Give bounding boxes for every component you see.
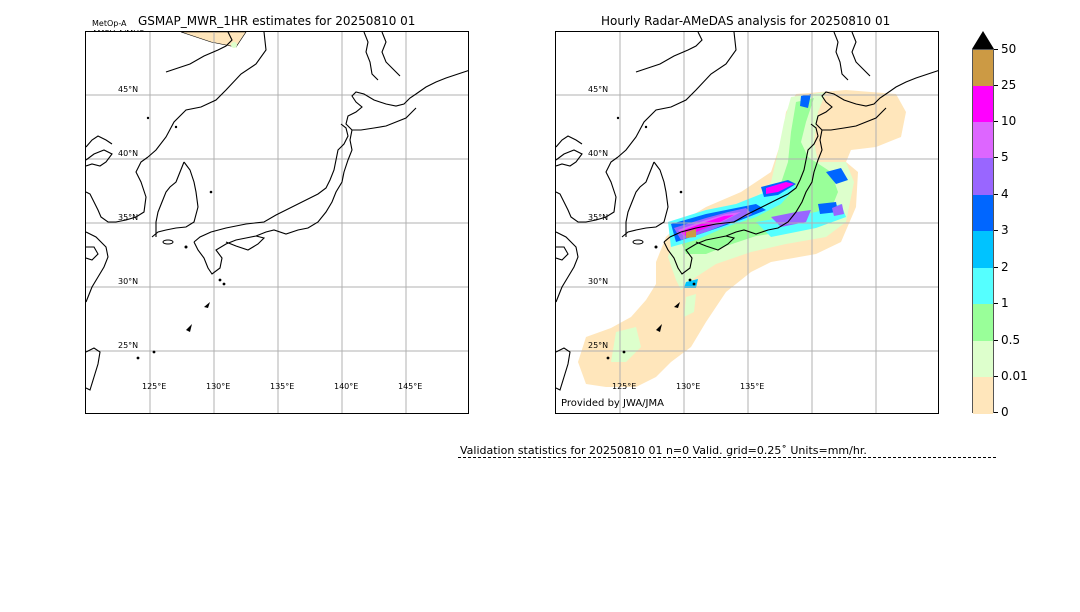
colorbar-segment-25-50 bbox=[973, 50, 993, 86]
colorbar-segment-0-0.01 bbox=[973, 377, 993, 414]
colorbar-segment-3-4 bbox=[973, 195, 993, 231]
radar-map bbox=[556, 32, 938, 413]
colorbar-label: 2 bbox=[1001, 260, 1009, 274]
colorbar-label: 25 bbox=[1001, 78, 1017, 92]
lat-label-35n: 35°N bbox=[118, 213, 139, 222]
colorbar-label: 0.5 bbox=[1001, 333, 1021, 347]
gsmap-map bbox=[86, 32, 468, 413]
colorbar-segment-2-3 bbox=[973, 231, 993, 268]
validation-divider bbox=[458, 457, 996, 458]
lat-label-25n: 25°N bbox=[118, 341, 139, 350]
colorbar-segment-0.01-0.5 bbox=[973, 341, 993, 377]
colorbar-segment-0.5-1 bbox=[973, 304, 993, 341]
colorbar-label: 1 bbox=[1001, 296, 1009, 310]
lon-label-135e: 135°E bbox=[740, 382, 765, 391]
colorbar bbox=[972, 49, 994, 414]
colorbar-label: 3 bbox=[1001, 223, 1009, 237]
satellite-name: MetOp-A bbox=[92, 19, 127, 28]
lat-label-40n: 40°N bbox=[588, 149, 609, 158]
lon-label-135e: 135°E bbox=[270, 382, 295, 391]
colorbar-extend-arrow bbox=[972, 31, 994, 49]
left-panel-title: GSMAP_MWR_1HR estimates for 20250810 01 bbox=[138, 14, 416, 28]
lon-label-140e: 140°E bbox=[334, 382, 359, 391]
lat-label-45n: 45°N bbox=[118, 85, 139, 94]
lat-label-25n: 25°N bbox=[588, 341, 609, 350]
lon-label-145e: 145°E bbox=[398, 382, 423, 391]
lat-label-35n: 35°N bbox=[588, 213, 609, 222]
lon-label-125e: 125°E bbox=[142, 382, 167, 391]
lat-label-40n: 40°N bbox=[118, 149, 139, 158]
validation-statistics: Validation statistics for 20250810 01 n=… bbox=[460, 444, 867, 457]
right-panel-title: Hourly Radar-AMeDAS analysis for 2025081… bbox=[601, 14, 891, 28]
colorbar-label: 50 bbox=[1001, 42, 1017, 56]
colorbar-label: 10 bbox=[1001, 114, 1017, 128]
colorbar-segment-10-25 bbox=[973, 86, 993, 122]
gsmap-map-panel bbox=[85, 31, 469, 414]
colorbar-label: 0 bbox=[1001, 405, 1009, 419]
colorbar-label: 0.01 bbox=[1001, 369, 1028, 383]
colorbar-segment-5-10 bbox=[973, 122, 993, 158]
colorbar-label: 4 bbox=[1001, 187, 1009, 201]
lat-label-45n: 45°N bbox=[588, 85, 609, 94]
data-credit: Provided by JWA/JMA bbox=[561, 398, 664, 409]
lon-label-125e: 125°E bbox=[612, 382, 637, 391]
colorbar-segment-4-5 bbox=[973, 158, 993, 195]
lon-label-130e: 130°E bbox=[676, 382, 701, 391]
lat-label-30n: 30°N bbox=[588, 277, 609, 286]
colorbar-label: 5 bbox=[1001, 150, 1009, 164]
lon-label-130e: 130°E bbox=[206, 382, 231, 391]
colorbar-segment-1-2 bbox=[973, 268, 993, 304]
radar-map-panel bbox=[555, 31, 939, 414]
lat-label-30n: 30°N bbox=[118, 277, 139, 286]
